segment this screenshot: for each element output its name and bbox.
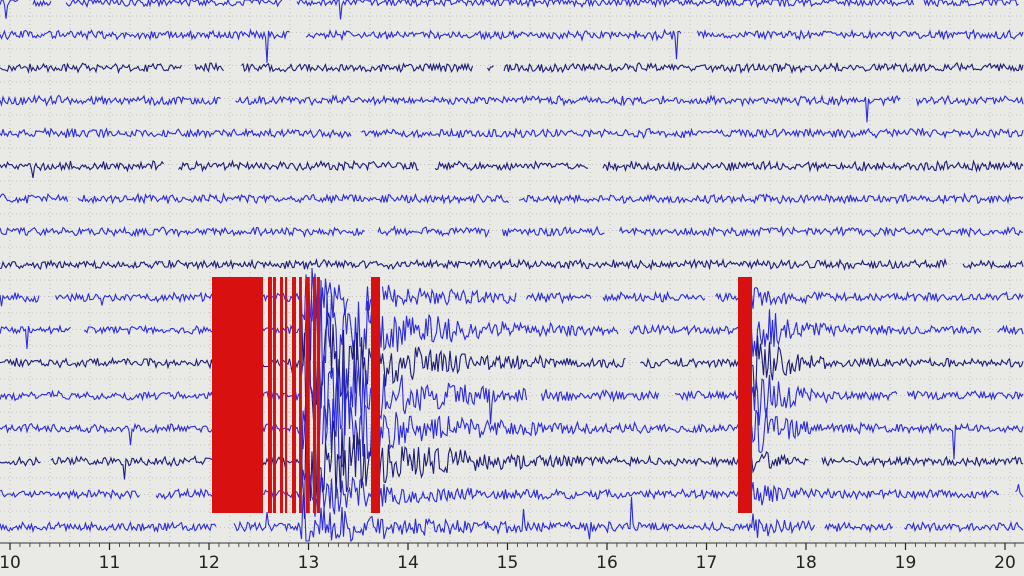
seismic-trace: [0, 274, 1024, 322]
tick-label: 19: [895, 553, 917, 573]
tick-label: 13: [298, 553, 320, 573]
seismic-trace: [0, 299, 1024, 424]
pick-marker: [306, 277, 310, 513]
traces: [0, 0, 1024, 543]
seismic-trace: [0, 257, 1024, 271]
tick-label: 12: [198, 553, 220, 573]
tick-label: 11: [99, 553, 121, 573]
pick-marker: [280, 277, 284, 513]
tick-label: 17: [696, 553, 718, 573]
seismic-trace: [0, 344, 1024, 450]
tick-label: 14: [397, 553, 419, 573]
seismic-trace: [0, 0, 1019, 20]
pick-marker: [738, 277, 752, 513]
seismic-trace: [0, 267, 1024, 386]
pick-marker: [212, 277, 263, 513]
seismic-trace: [0, 61, 1024, 75]
seismic-trace: [0, 28, 1024, 63]
pick-marker: [268, 277, 272, 513]
tick-label: 16: [596, 553, 618, 573]
pick-marker: [273, 277, 276, 513]
pick-markers: [212, 277, 752, 513]
seismic-trace: [0, 94, 1024, 123]
pick-marker: [292, 277, 296, 513]
tick-label: 15: [497, 553, 519, 573]
seismic-trace: [0, 494, 1024, 543]
tick-label: 20: [994, 553, 1016, 573]
tick-label: 10: [0, 553, 21, 573]
seismic-trace: [0, 192, 1024, 206]
pick-marker: [371, 277, 380, 513]
seismic-trace: [0, 159, 1024, 178]
pick-marker: [285, 277, 288, 513]
seismic-trace: [0, 469, 1024, 517]
tick-label: 18: [795, 553, 817, 573]
seismic-trace: [0, 416, 1024, 519]
time-axis: 10 11 12 13 14 15 16 17 18 19 20: [0, 542, 1024, 573]
seismic-trace: [0, 126, 1024, 140]
pick-marker: [317, 277, 320, 513]
pick-marker: [313, 277, 317, 513]
seismic-trace: [0, 225, 1024, 238]
pick-marker: [299, 277, 302, 513]
